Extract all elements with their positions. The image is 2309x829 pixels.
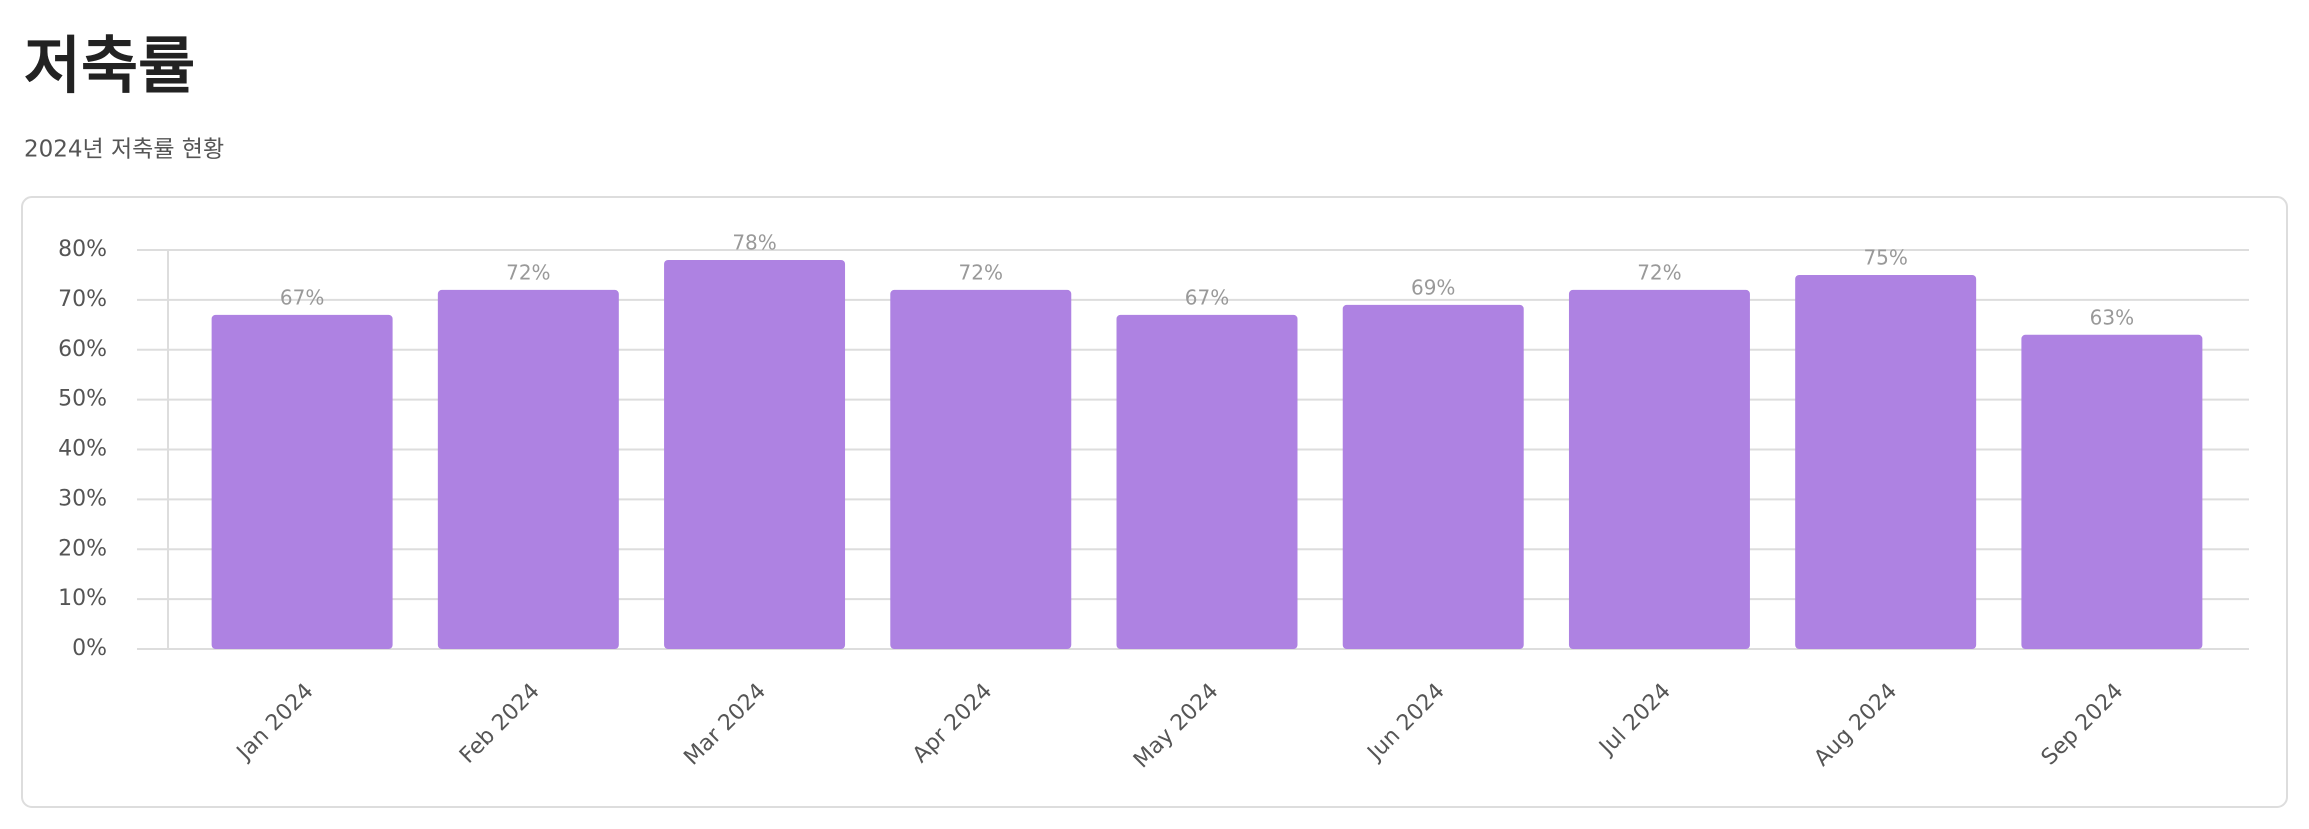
bar	[211, 314, 393, 649]
bar	[437, 289, 619, 649]
value-label: 75%	[1863, 245, 1907, 269]
value-label: 72%	[1637, 260, 1681, 284]
y-tick-label: 80%	[58, 237, 107, 262]
bar	[890, 289, 1072, 649]
value-label: 72%	[506, 260, 550, 284]
y-tick-label: 40%	[58, 437, 107, 462]
y-tick-label: 50%	[58, 387, 107, 412]
bar	[1116, 314, 1298, 649]
bar	[2021, 334, 2203, 649]
value-label: 67%	[280, 285, 324, 309]
y-tick-label: 10%	[58, 586, 107, 611]
y-tick-label: 30%	[58, 486, 107, 511]
value-label: 67%	[1185, 285, 1229, 309]
value-label: 63%	[2090, 305, 2134, 329]
y-tick-label: 60%	[58, 337, 107, 362]
y-tick-label: 0%	[72, 636, 107, 661]
bar	[1795, 274, 1977, 649]
y-tick-label: 70%	[58, 287, 107, 312]
page-subtitle: 2024년 저축률 현황	[24, 137, 224, 163]
value-label: 78%	[732, 230, 776, 254]
bar	[1342, 304, 1524, 649]
value-label: 72%	[959, 260, 1003, 284]
bar	[1568, 289, 1750, 649]
bar	[664, 259, 846, 649]
page-title: 저축률	[24, 29, 195, 102]
y-tick-label: 20%	[58, 536, 107, 561]
value-label: 69%	[1411, 275, 1455, 299]
